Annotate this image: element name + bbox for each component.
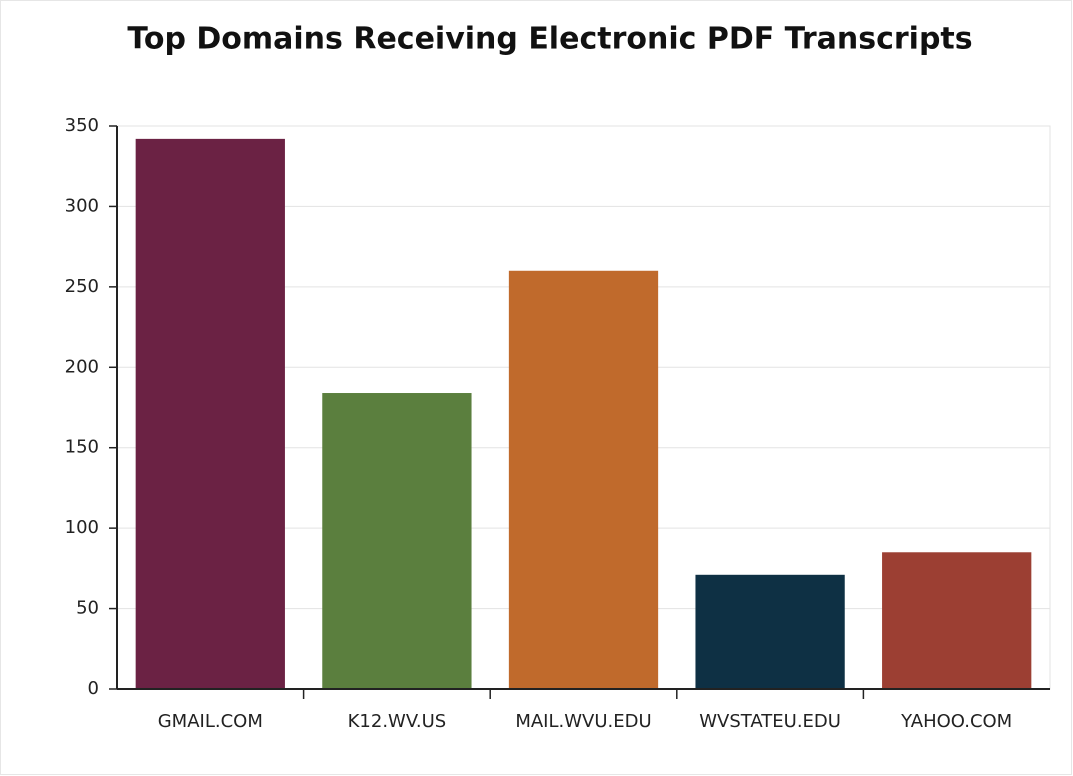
bar — [695, 574, 845, 689]
y-tick-label: 250 — [65, 276, 99, 297]
y-tick-label: 0 — [88, 678, 99, 699]
y-tick-label: 100 — [65, 517, 99, 538]
bar — [322, 393, 472, 689]
chart-title: Top Domains Receiving Electronic PDF Tra… — [127, 22, 972, 57]
x-tick-label: WVSTATEU.EDU — [699, 711, 841, 732]
y-tick-label: 300 — [65, 195, 99, 216]
y-tick-label: 200 — [65, 356, 99, 377]
x-tick-label: YAHOO.COM — [900, 711, 1012, 732]
y-tick-label: 350 — [65, 115, 99, 136]
y-tick-label: 150 — [65, 437, 99, 458]
y-tick-label: 50 — [76, 598, 99, 619]
x-tick-label: MAIL.WVU.EDU — [515, 711, 651, 732]
bar — [135, 138, 285, 689]
x-tick-label: K12.WV.US — [348, 711, 447, 732]
bar — [508, 270, 659, 689]
x-tick-label: GMAIL.COM — [158, 711, 263, 732]
bar — [882, 552, 1032, 689]
